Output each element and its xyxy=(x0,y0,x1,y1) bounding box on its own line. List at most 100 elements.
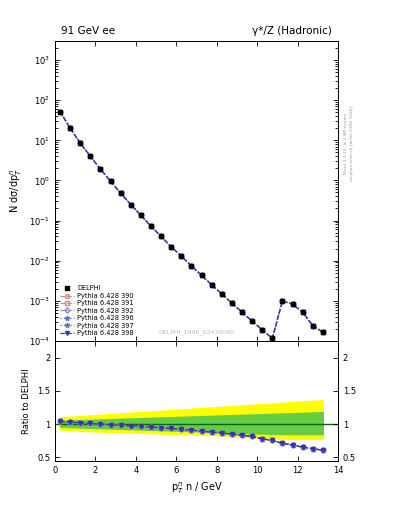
Pythia 6.428 391 xyxy=(270,335,275,342)
Pythia 6.428 390 xyxy=(189,263,194,269)
Pythia 6.428 397 xyxy=(250,318,254,324)
DELPHI xyxy=(169,244,174,250)
Pythia 6.428 392 xyxy=(169,244,174,250)
Pythia 6.428 398 xyxy=(58,109,62,115)
DELPHI xyxy=(240,309,244,315)
Pythia 6.428 390 xyxy=(209,282,214,288)
Pythia 6.428 397 xyxy=(118,190,123,196)
Pythia 6.428 398 xyxy=(118,190,123,196)
DELPHI xyxy=(209,282,214,288)
Text: 91 GeV ee: 91 GeV ee xyxy=(61,27,115,36)
Pythia 6.428 396 xyxy=(149,223,153,229)
Pythia 6.428 392 xyxy=(159,233,163,240)
DELPHI xyxy=(118,190,123,196)
Legend: DELPHI, Pythia 6.428 390, Pythia 6.428 391, Pythia 6.428 392, Pythia 6.428 396, : DELPHI, Pythia 6.428 390, Pythia 6.428 3… xyxy=(58,284,135,337)
Pythia 6.428 391 xyxy=(179,253,184,259)
Pythia 6.428 397 xyxy=(129,202,133,208)
Pythia 6.428 396 xyxy=(320,329,325,335)
Pythia 6.428 398 xyxy=(300,309,305,315)
Pythia 6.428 390 xyxy=(78,140,83,146)
Pythia 6.428 391 xyxy=(219,291,224,297)
DELPHI xyxy=(139,212,143,219)
Pythia 6.428 391 xyxy=(159,233,163,240)
Pythia 6.428 396 xyxy=(118,190,123,196)
Pythia 6.428 390 xyxy=(98,166,103,173)
Pythia 6.428 392 xyxy=(199,272,204,279)
DELPHI xyxy=(290,301,295,307)
DELPHI xyxy=(230,300,234,306)
Pythia 6.428 398 xyxy=(169,244,174,250)
Pythia 6.428 391 xyxy=(118,190,123,196)
Pythia 6.428 390 xyxy=(260,327,264,333)
Pythia 6.428 398 xyxy=(209,282,214,288)
Pythia 6.428 396 xyxy=(108,178,113,184)
DELPHI xyxy=(270,335,275,342)
Pythia 6.428 391 xyxy=(169,244,174,250)
Pythia 6.428 398 xyxy=(179,253,184,259)
Pythia 6.428 397 xyxy=(209,282,214,288)
Pythia 6.428 391 xyxy=(88,153,93,159)
Pythia 6.428 398 xyxy=(320,329,325,335)
DELPHI xyxy=(108,178,113,184)
Pythia 6.428 390 xyxy=(310,323,315,329)
DELPHI xyxy=(98,166,103,173)
Pythia 6.428 391 xyxy=(68,125,73,131)
Pythia 6.428 391 xyxy=(260,327,264,333)
Pythia 6.428 391 xyxy=(199,272,204,279)
Pythia 6.428 398 xyxy=(290,301,295,307)
Pythia 6.428 396 xyxy=(139,212,143,219)
Pythia 6.428 397 xyxy=(139,212,143,219)
Pythia 6.428 390 xyxy=(270,335,275,342)
Pythia 6.428 392 xyxy=(250,318,254,324)
Pythia 6.428 392 xyxy=(149,223,153,229)
Pythia 6.428 398 xyxy=(108,178,113,184)
Pythia 6.428 398 xyxy=(230,300,234,306)
Pythia 6.428 392 xyxy=(108,178,113,184)
Pythia 6.428 391 xyxy=(280,298,285,304)
Pythia 6.428 397 xyxy=(88,153,93,159)
Pythia 6.428 390 xyxy=(159,233,163,240)
Pythia 6.428 397 xyxy=(58,109,62,115)
Pythia 6.428 397 xyxy=(230,300,234,306)
Pythia 6.428 390 xyxy=(240,309,244,315)
Pythia 6.428 397 xyxy=(78,140,83,146)
Y-axis label: N dσ/dp$_T^n$: N dσ/dp$_T^n$ xyxy=(8,168,24,214)
Pythia 6.428 390 xyxy=(179,253,184,259)
Pythia 6.428 392 xyxy=(230,300,234,306)
Pythia 6.428 396 xyxy=(169,244,174,250)
Pythia 6.428 391 xyxy=(129,202,133,208)
Pythia 6.428 396 xyxy=(250,318,254,324)
DELPHI xyxy=(189,263,194,269)
Pythia 6.428 390 xyxy=(300,309,305,315)
Pythia 6.428 397 xyxy=(320,329,325,335)
Line: Pythia 6.428 397: Pythia 6.428 397 xyxy=(58,109,325,341)
Pythia 6.428 391 xyxy=(320,329,325,335)
Pythia 6.428 398 xyxy=(189,263,194,269)
Pythia 6.428 398 xyxy=(250,318,254,324)
Pythia 6.428 398 xyxy=(260,327,264,333)
Pythia 6.428 396 xyxy=(189,263,194,269)
Pythia 6.428 392 xyxy=(240,309,244,315)
Pythia 6.428 398 xyxy=(270,335,275,342)
Pythia 6.428 391 xyxy=(209,282,214,288)
Pythia 6.428 392 xyxy=(209,282,214,288)
Pythia 6.428 396 xyxy=(159,233,163,240)
Pythia 6.428 391 xyxy=(300,309,305,315)
Pythia 6.428 398 xyxy=(88,153,93,159)
Text: mcplots.cern.ch [arXiv:1306.3436]: mcplots.cern.ch [arXiv:1306.3436] xyxy=(350,106,354,181)
Pythia 6.428 396 xyxy=(290,301,295,307)
Pythia 6.428 390 xyxy=(280,298,285,304)
Pythia 6.428 392 xyxy=(129,202,133,208)
Pythia 6.428 397 xyxy=(179,253,184,259)
Pythia 6.428 391 xyxy=(78,140,83,146)
DELPHI xyxy=(129,202,133,208)
Pythia 6.428 390 xyxy=(139,212,143,219)
Pythia 6.428 397 xyxy=(260,327,264,333)
Pythia 6.428 391 xyxy=(139,212,143,219)
Y-axis label: Ratio to DELPHI: Ratio to DELPHI xyxy=(22,368,31,434)
Pythia 6.428 390 xyxy=(118,190,123,196)
Text: Rivet 3.1.10; ≥ 2.9M events: Rivet 3.1.10; ≥ 2.9M events xyxy=(344,113,348,174)
Pythia 6.428 396 xyxy=(280,298,285,304)
Pythia 6.428 397 xyxy=(240,309,244,315)
DELPHI xyxy=(260,327,264,333)
